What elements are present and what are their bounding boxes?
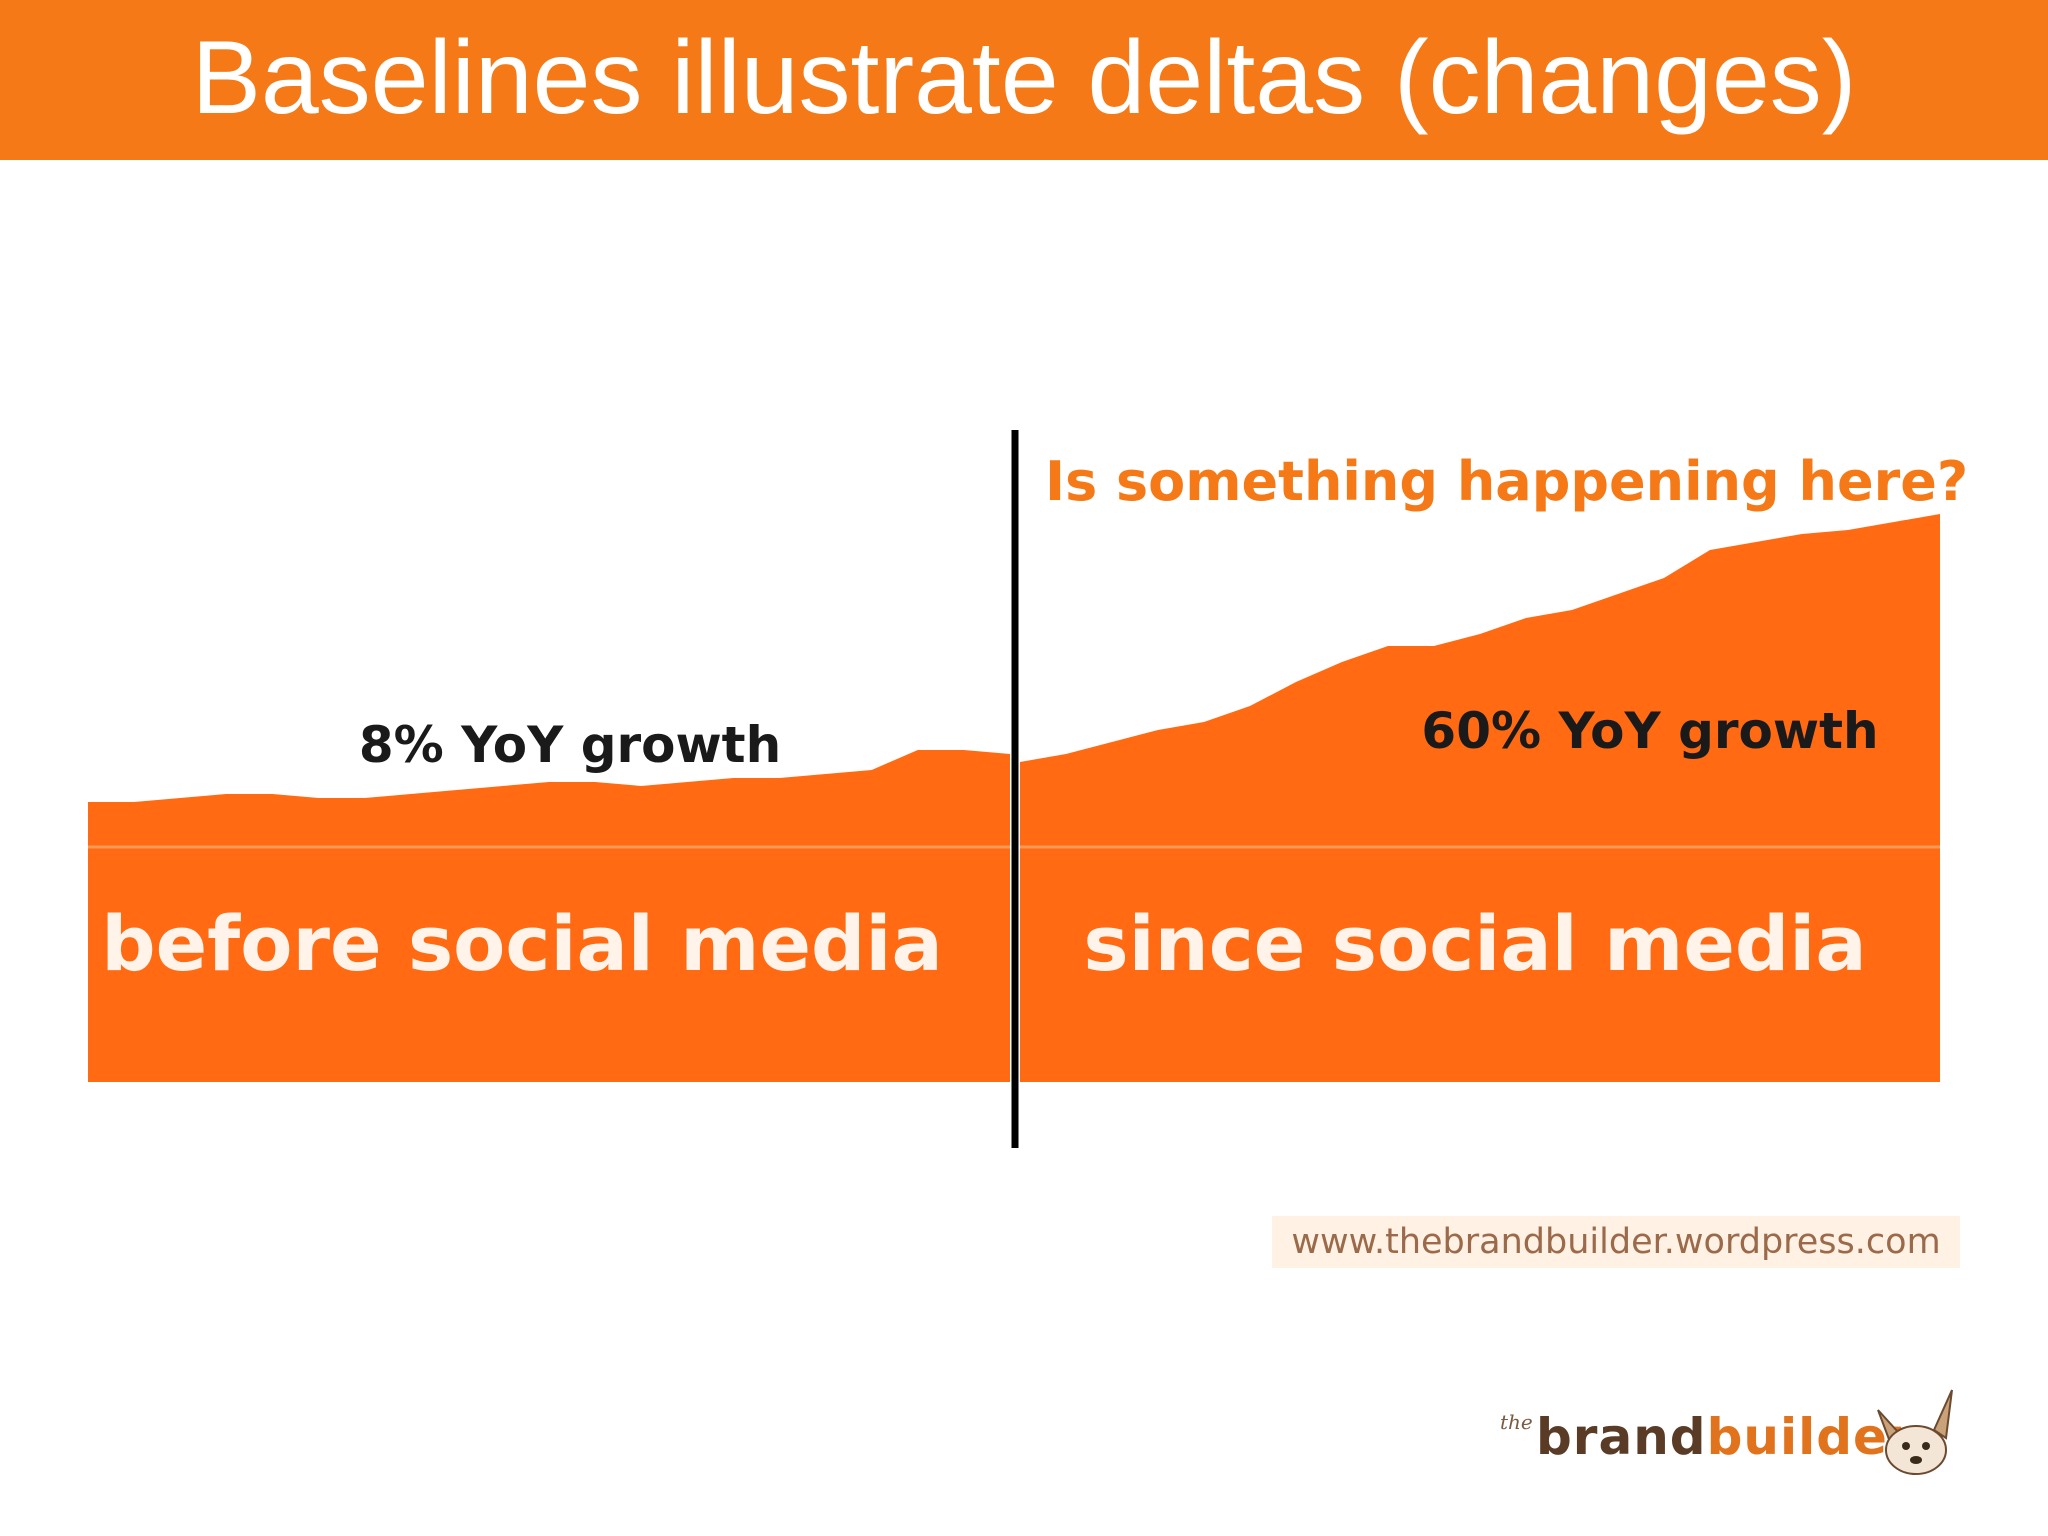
brand-logo: the brandbuilder	[1500, 1380, 1970, 1490]
baseline-band-since	[1020, 842, 1940, 1082]
growth-label-before: 8% YoY growth	[359, 716, 781, 774]
region-label-since: since social media	[1083, 899, 1866, 988]
baseline-band-before	[88, 842, 1010, 1082]
logo-brand-text: brand	[1536, 1408, 1707, 1466]
title-bar: Baselines illustrate deltas (changes)	[0, 0, 2048, 160]
growth-label-since: 60% YoY growth	[1421, 702, 1878, 760]
page-title: Baselines illustrate deltas (changes)	[191, 20, 1857, 136]
growth-area-since	[1020, 514, 1940, 842]
annotation-label: Is something happening here?	[1045, 450, 1968, 513]
logo-small-text: the	[1500, 1410, 1533, 1434]
dog-icon	[1877, 1389, 1953, 1475]
logo-builder-text: builder	[1706, 1408, 1914, 1466]
region-label-before: before social media	[101, 899, 943, 988]
logo-wordmark: brandbuilder	[1536, 1408, 1914, 1466]
source-url: www.thebrandbuilder.wordpress.com	[1272, 1216, 1960, 1268]
growth-area-before	[88, 750, 1010, 842]
